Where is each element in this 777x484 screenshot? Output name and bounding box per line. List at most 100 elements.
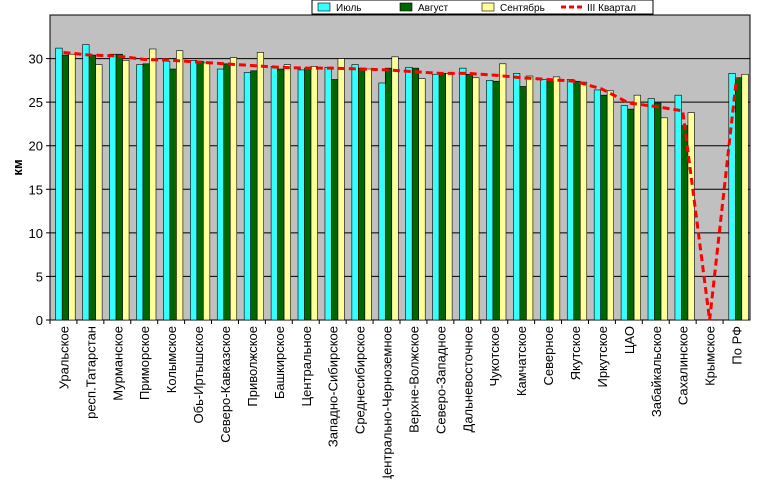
bar-сентябрь	[149, 48, 157, 321]
x-tick-label: Сахалинское	[676, 326, 691, 405]
y-tick-label: 15	[29, 182, 43, 197]
x-tick-label: Западно-Сибирское	[326, 326, 341, 447]
bar-август	[734, 77, 743, 321]
bar-сентябрь	[256, 52, 264, 321]
x-tick-label: Центрально-Черноземное	[380, 326, 395, 479]
bar-сентябрь	[526, 75, 534, 321]
x-tick-label: Забайкальское	[649, 326, 664, 417]
x-tick-label: Северное	[541, 326, 556, 385]
legend-swatch	[481, 2, 495, 12]
bar-сентябрь	[122, 60, 130, 321]
bar-сентябрь	[337, 58, 345, 321]
bar-сентябрь	[283, 64, 291, 321]
x-tick-label: Колымское	[164, 326, 179, 393]
bar-сентябрь	[176, 50, 184, 321]
bar-июль	[620, 105, 628, 321]
y-tick-label: 5	[36, 269, 43, 284]
bar-июль	[82, 44, 90, 321]
bar-август	[546, 79, 554, 321]
x-tick-label: Иркутское	[595, 326, 610, 388]
bar-август	[223, 63, 231, 321]
y-tick-label: 20	[29, 139, 43, 154]
bar-август	[61, 54, 70, 321]
x-tick-label: Центральное	[299, 326, 314, 406]
bar-июль	[55, 47, 63, 321]
bar-август	[358, 67, 366, 321]
bar-июль	[593, 89, 601, 321]
bar-август	[331, 79, 339, 321]
bar-август	[88, 54, 96, 321]
bar-июль	[270, 66, 278, 321]
bar-август	[304, 67, 312, 321]
bar-сентябрь	[95, 64, 103, 321]
legend-label: III Квартал	[587, 3, 636, 14]
bar-июль	[136, 64, 144, 321]
x-tick-label: ЦАО	[622, 326, 637, 354]
y-axis-label: км	[10, 159, 25, 175]
bar-август	[519, 86, 527, 321]
bar-сентябрь	[660, 117, 668, 321]
bar-сентябрь	[203, 62, 211, 321]
bar-июль	[163, 60, 171, 321]
x-tick-label: респ.Татарстан	[83, 326, 98, 419]
bar-сентябрь	[364, 68, 372, 321]
bar-август	[492, 80, 500, 321]
x-tick-label: По РФ	[730, 326, 745, 365]
bar-июль	[190, 60, 198, 321]
bar-июль	[647, 98, 655, 321]
bar-сентябрь	[553, 76, 561, 321]
x-tick-label: Чукотское	[487, 326, 502, 387]
bar-июль	[297, 69, 305, 321]
bar-июль	[432, 73, 440, 321]
legend-swatch	[317, 2, 331, 12]
bar-август	[277, 68, 285, 321]
bar-август	[627, 108, 635, 321]
line-quarter	[63, 50, 739, 321]
bar-сентябрь	[606, 90, 614, 321]
bar-июль	[351, 64, 359, 321]
bar-август	[600, 94, 608, 321]
x-tick-label: Крымское	[703, 326, 718, 386]
bar-сентябрь	[229, 57, 238, 321]
bar-сентябрь	[633, 94, 641, 321]
x-tick-label: Башкирское	[272, 326, 287, 399]
bar-август	[115, 53, 123, 321]
bar-июль	[216, 68, 225, 321]
legend-label: Август	[418, 3, 449, 14]
bar-август	[384, 67, 393, 321]
bar-август	[681, 125, 689, 321]
bar-сентябрь	[741, 73, 749, 321]
x-tick-label: Дальневосточное	[460, 326, 475, 432]
bar-июль	[540, 79, 548, 321]
x-tick-label: Среднесибирское	[353, 326, 368, 434]
bar-июль	[459, 67, 467, 321]
bar-август	[573, 80, 581, 321]
bar-август	[196, 60, 204, 321]
bar-август	[411, 67, 420, 321]
bar-июль	[566, 79, 575, 321]
x-tick-label: Обь-Иртышское	[191, 326, 206, 423]
y-tick-label: 10	[29, 226, 43, 241]
y-tick-label: 30	[29, 52, 43, 67]
y-tick-label: 25	[29, 95, 43, 110]
bar-сентябрь	[445, 73, 453, 321]
x-tick-label: Уральское	[56, 326, 71, 389]
bar-сентябрь	[499, 63, 507, 321]
bar-август	[142, 63, 150, 321]
x-tick-label: Камчатское	[514, 326, 529, 396]
bar-июль	[324, 66, 332, 321]
legend-label: Июль	[336, 3, 362, 14]
x-tick-label: Приволжское	[245, 326, 260, 407]
bar-июль	[109, 53, 117, 321]
bar-август	[465, 73, 473, 321]
bar-август	[654, 102, 662, 321]
bar-сентябрь	[472, 77, 480, 321]
bar-август	[438, 73, 446, 321]
x-tick-label: Северо-Кавказское	[218, 326, 233, 443]
y-tick-label: 0	[36, 313, 43, 328]
x-tick-label: Якутское	[568, 326, 583, 380]
bar-август	[169, 68, 177, 321]
bar-сентябрь	[687, 112, 695, 321]
